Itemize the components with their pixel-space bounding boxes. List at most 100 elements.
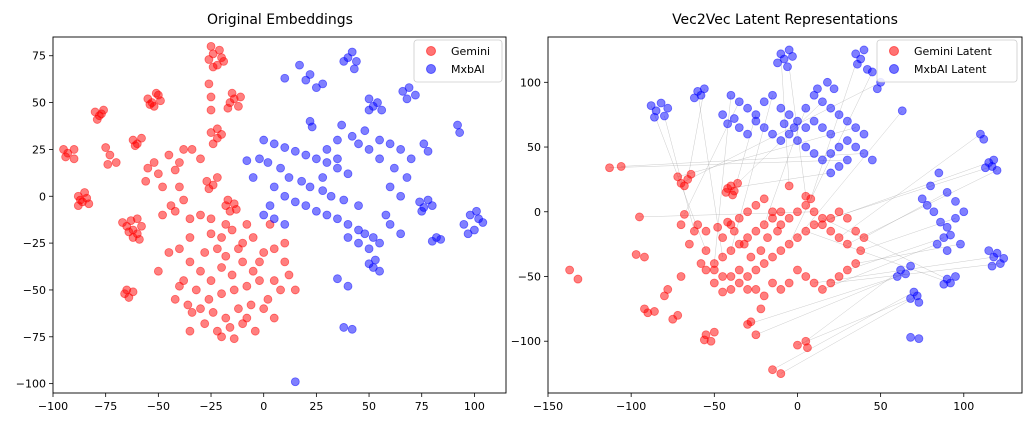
point-mxbai [311, 206, 321, 216]
point-gemini [225, 323, 235, 332]
point-gemini [269, 244, 279, 254]
point-gemini [206, 92, 216, 102]
x-tick-label: 0 [260, 400, 267, 413]
point-mxbai [265, 201, 275, 211]
point-gemini [164, 150, 174, 160]
point-mxbai [419, 139, 429, 149]
point-mxbai [360, 126, 370, 136]
point-mxbai [280, 219, 290, 229]
point-gemini-latent [686, 169, 696, 179]
point-mxbai-latent [859, 149, 869, 158]
point-gemini-latent [684, 239, 694, 249]
point-mxbai-latent [818, 155, 827, 165]
point-mxbai [385, 219, 395, 229]
point-mxbai [259, 210, 269, 220]
y-tick-label: −75 [23, 331, 46, 344]
point-mxbai-latent [981, 163, 990, 173]
point-mxbai [269, 182, 279, 192]
point-mxbai-latent [859, 129, 869, 139]
point-mxbai [354, 238, 363, 248]
point-gemini-latent [743, 319, 752, 329]
point-gemini-latent [743, 285, 752, 294]
point-mxbai-latent [734, 97, 744, 107]
point-mxbai-latent [650, 112, 659, 122]
point-mxbai [339, 195, 349, 205]
point-mxbai-latent [922, 200, 932, 210]
y-tick-label: 75 [32, 50, 46, 63]
point-gemini-latent [793, 233, 802, 243]
connector-line [797, 298, 911, 346]
connector-line [863, 192, 948, 238]
connector-line [734, 114, 757, 192]
point-mxbai [453, 120, 462, 130]
point-mxbai-latent [726, 90, 736, 100]
point-mxbai [410, 90, 420, 100]
point-gemini [185, 214, 195, 224]
point-gemini [170, 206, 180, 216]
point-mxbai-latent [829, 84, 839, 94]
point-mxbai-latent [842, 155, 852, 165]
y-tick-label: −25 [23, 237, 46, 250]
point-mxbai [269, 139, 279, 149]
point-gemini [204, 184, 214, 194]
point-mxbai [381, 210, 391, 220]
point-gemini-latent [842, 213, 852, 223]
legend-box [876, 39, 1018, 83]
point-gemini [153, 266, 163, 276]
point-mxbai [375, 238, 384, 248]
point-mxbai [284, 173, 294, 182]
point-mxbai [385, 182, 395, 192]
point-gemini-latent [701, 246, 711, 256]
point-gemini-latent [616, 162, 626, 171]
point-gemini-latent [793, 340, 802, 350]
point-mxbai-latent [809, 149, 819, 158]
plot-frame [52, 36, 507, 394]
point-mxbai-latent [936, 217, 945, 227]
point-mxbai-latent [743, 103, 752, 113]
point-gemini-latent [763, 233, 772, 243]
point-mxbai [404, 83, 414, 92]
point-gemini [276, 285, 285, 295]
point-mxbai-latent [914, 297, 924, 307]
connector-line [621, 153, 865, 167]
point-gemini [200, 248, 210, 257]
point-gemini-latent [759, 194, 769, 204]
point-gemini-latent [728, 190, 738, 200]
point-gemini-latent [734, 278, 744, 288]
point-mxbai-latent [892, 272, 902, 281]
point-mxbai [248, 173, 258, 182]
point-mxbai-latent [818, 97, 827, 107]
point-mxbai-latent [656, 98, 666, 108]
point-mxbai-latent [989, 155, 999, 165]
point-gemini-latent [784, 239, 794, 249]
vec2vec-latent-plot: Vec2Vec Latent Representations −150 −100−… [511, 12, 1023, 413]
point-mxbai-latent [826, 103, 836, 113]
connector-line [788, 71, 873, 245]
point-mxbai [322, 145, 332, 154]
point-gemini [227, 270, 237, 280]
legend-marker-mxbai-latent [889, 64, 899, 74]
point-mxbai [276, 163, 285, 173]
point-gemini [221, 219, 231, 229]
point-mxbai [352, 56, 361, 66]
point-gemini [246, 300, 256, 310]
point-mxbai-latent [946, 230, 955, 240]
point-gemini-latent [756, 304, 766, 314]
point-mxbai [280, 191, 290, 201]
point-gemini [280, 257, 290, 267]
x-axis-ticks: −100 −75 −50 −25 0 25 50 75 100 [38, 393, 485, 413]
point-mxbai-latent [788, 52, 797, 61]
point-gemini [208, 139, 218, 149]
point-gemini-latent [663, 285, 673, 294]
connector-line [847, 170, 998, 245]
point-gemini [196, 304, 205, 314]
point-mxbai [337, 120, 347, 130]
point-gemini-latent [718, 252, 728, 262]
point-gemini-latent [859, 233, 869, 243]
point-gemini-latent [640, 252, 649, 262]
point-gemini [191, 285, 201, 295]
point-mxbai-latent [776, 103, 786, 113]
point-mxbai-latent [992, 248, 1002, 258]
point-gemini [242, 219, 252, 229]
point-mxbai-latent [660, 111, 669, 121]
